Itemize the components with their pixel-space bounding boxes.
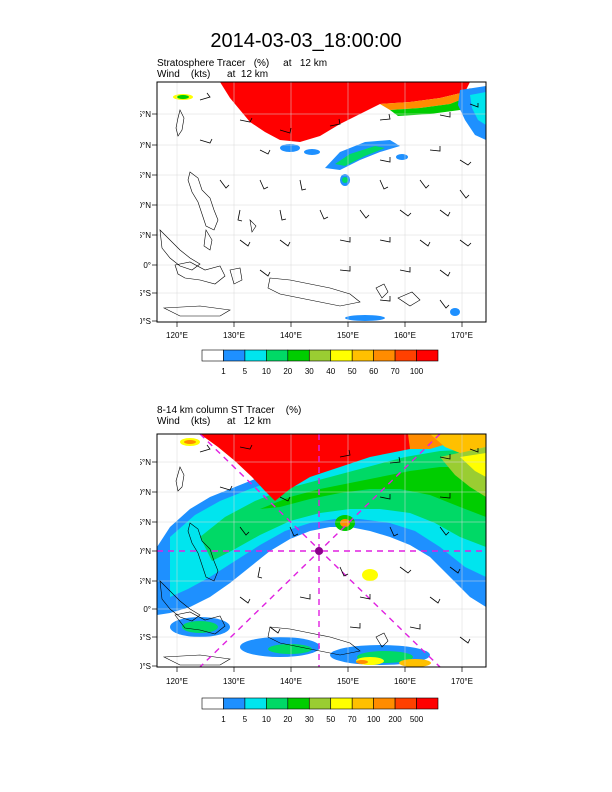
panel1-wind-label: Wind (kts) at 12 km [157,69,269,80]
coastlines [159,466,389,666]
tracer-edge-green [390,94,480,116]
lat-label: 10°S [140,317,151,326]
colorbar-swatch [330,697,353,710]
colorbar-label: 200 [388,715,402,724]
lat-label: 25°N [140,110,151,119]
colorbar-swatch [416,349,439,362]
colorbar-swatch [223,697,246,710]
wind-barbs [199,444,479,644]
colorbar-label: 10 [262,367,271,376]
lon-label: 140°E [280,331,302,340]
lat-label: 10°S [140,662,151,671]
panel2-map: 120°E 130°E 140°E 150°E 160°E 170°E 25°N… [140,433,487,686]
colorbar-label: 30 [305,367,314,376]
colorbar-swatch [394,349,417,362]
lon-label: 170°E [451,331,473,340]
colorbar-swatch [373,697,396,710]
lon-label: 150°E [337,331,359,340]
lat-label: 15°N [140,518,151,527]
colorbar-label: 10 [262,715,271,724]
lon-tick-labels: 120°E 130°E 140°E 150°E 160°E 170°E [166,331,473,340]
colorbar-label: 500 [410,715,424,724]
lat-label: 5°N [140,231,151,240]
map-frame [156,433,487,668]
lat-label: 0° [143,605,151,614]
wind-barbs [199,92,479,309]
colorbar-label: 5 [243,715,248,724]
lat-label: 10°N [140,547,151,556]
lat-tick-labels: 25°N 20°N 15°N 10°N 5°N 0° 5°S 10°S [140,458,151,671]
colorbar-swatch [287,697,310,710]
column-tracer-red [200,434,440,501]
colorbar-label: 70 [391,367,400,376]
colorbar-swatch [308,697,332,710]
panel1-colorbar: 1 5 10 20 30 40 50 60 70 100 [201,349,439,376]
lon-label: 150°E [337,677,359,686]
lon-label: 160°E [394,677,416,686]
colorbar-label: 5 [243,367,248,376]
colorbar-label: 20 [283,715,292,724]
colorbar-swatch [244,697,267,710]
colorbar-swatch [244,349,267,362]
panel2-wind-label: Wind (kts) at 12 km [157,416,271,427]
lon-label: 130°E [223,677,245,686]
lon-label: 170°E [451,677,473,686]
colorbar-label: 30 [305,715,314,724]
lat-label: 0° [143,261,151,270]
page-title: 2014-03-03_18:00:00 [210,30,402,52]
tracer-edge-orange [380,88,475,110]
colorbar-swatch [287,349,310,362]
colorbar-swatch [266,349,289,362]
coastlines [159,109,421,317]
tracer-blob-north [220,82,470,142]
lon-label: 120°E [166,331,188,340]
colorbar-swatch [330,349,353,362]
colorbar-swatch [308,349,332,362]
colorbar-swatch [351,697,374,710]
colorbar-label: 40 [326,367,335,376]
panel2-colorbar: 1 5 10 20 30 50 70 100 200 500 [201,697,439,724]
lat-label: 20°N [140,141,151,150]
colorbar-label: 1 [221,715,226,724]
lat-label: 20°N [140,488,151,497]
lon-label: 140°E [280,677,302,686]
colorbar-label: 20 [283,367,292,376]
map-frame [156,81,487,323]
colorbar-label: 50 [326,715,335,724]
lon-label: 160°E [394,331,416,340]
panel1-map: 120°E 130°E 140°E 150°E 160°E 170°E 25°N… [140,81,487,340]
colorbar-label: 100 [410,367,424,376]
lon-tick-labels: 120°E 130°E 140°E 150°E 160°E 170°E [166,677,473,686]
panel1-field-label: Stratosphere Tracer (%) at 12 km [157,58,328,69]
colorbar-swatch [201,697,224,710]
colorbar-swatch [373,349,396,362]
colorbar-swatch [351,349,374,362]
colorbar-swatch [266,697,289,710]
colorbar-label: 1 [221,367,226,376]
colorbar-swatch [394,697,417,710]
lat-tick-labels: 25°N 20°N 15°N 10°N 5°N 0° 5°S 10°S [140,110,151,326]
colorbar-label: 70 [348,715,357,724]
lon-label: 130°E [223,331,245,340]
lat-label: 5°N [140,577,151,586]
colorbar-label: 50 [348,367,357,376]
lat-label: 15°N [140,171,151,180]
colorbar-label: 100 [367,715,381,724]
lat-label: 5°S [140,289,151,298]
colorbar-swatch [201,349,224,362]
lon-label: 120°E [166,677,188,686]
center-marker [315,547,323,555]
lat-label: 5°S [140,633,151,642]
colorbar-label: 60 [369,367,378,376]
lat-label: 25°N [140,458,151,467]
colorbar-swatch [416,697,439,710]
lat-label: 10°N [140,201,151,210]
colorbar-swatch [223,349,246,362]
panel2-field-label: 8-14 km column ST Tracer (%) [157,405,302,416]
